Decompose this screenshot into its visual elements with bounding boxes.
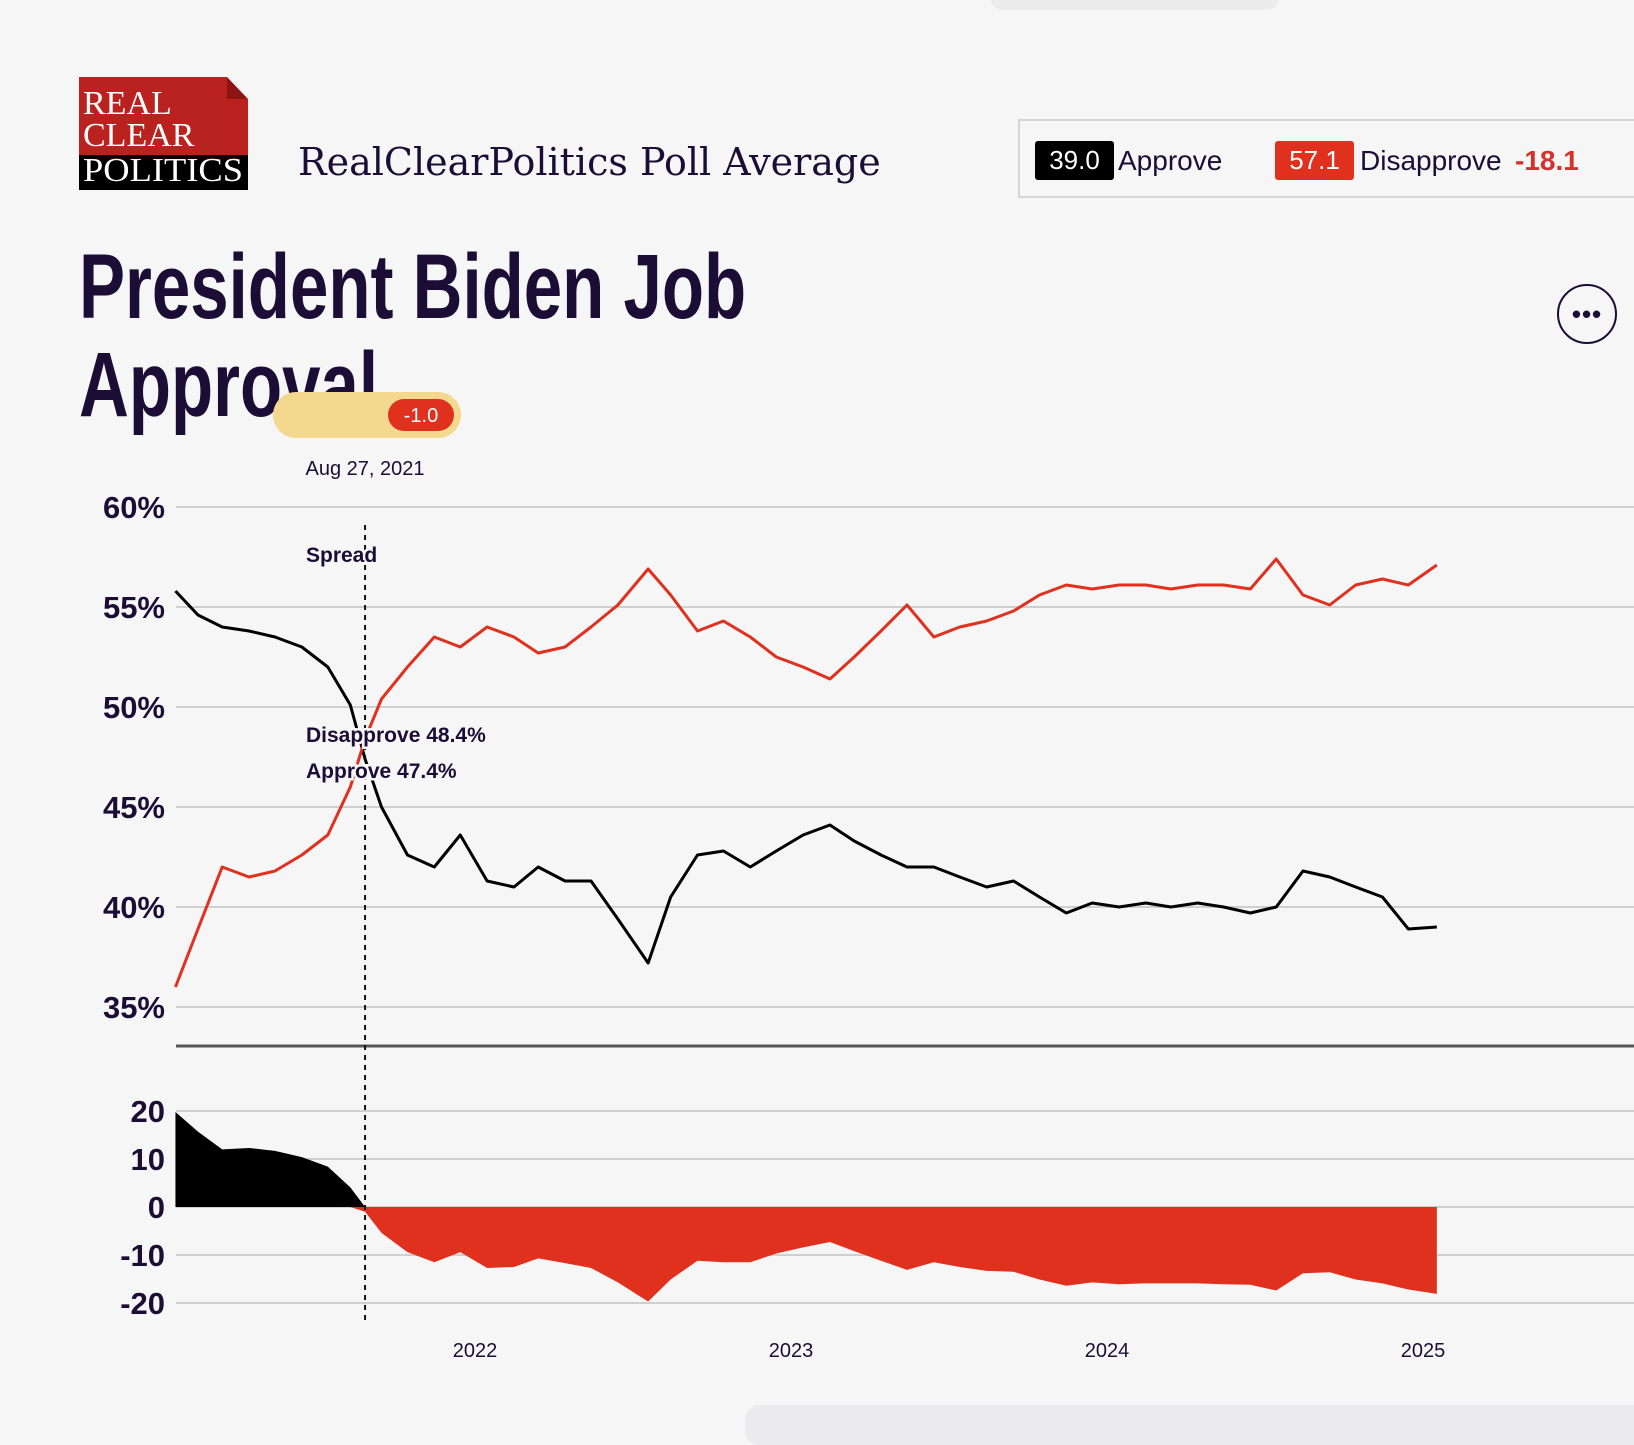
spread-y-tick-label: 20 (131, 1094, 165, 1129)
approve-label: Approve (1118, 145, 1223, 176)
x-tick-label: 2022 (453, 1340, 498, 1362)
y-tick-label: 45% (103, 790, 165, 825)
disapprove-value-badge: 57.1 (1275, 141, 1354, 180)
spread-area-positive (175, 1111, 1437, 1207)
logo-text-real: REAL (83, 85, 172, 122)
x-tick-label: 2023 (769, 1340, 814, 1362)
spread-value: -18.1 (1515, 145, 1579, 176)
ellipsis-icon: ••• (1571, 299, 1603, 329)
spread-badge (388, 399, 454, 431)
logo-text-clear: CLEAR (83, 117, 195, 154)
logo-text-politics: POLITICS (83, 152, 243, 189)
approve-value-badge: 39.0 (1035, 141, 1114, 180)
y-tick-label: 40% (103, 890, 165, 925)
disapprove-annotation: Disapprove 48.4% (306, 724, 486, 747)
spread-area-negative (175, 1207, 1437, 1302)
rcp-logo[interactable]: REAL CLEAR POLITICS (79, 77, 248, 190)
disapprove-line (174, 557, 1438, 988)
spread-y-tick-label: 10 (131, 1142, 165, 1177)
approve-annotation: Approve 47.4% (306, 760, 457, 783)
disapprove-label: Disapprove (1360, 145, 1502, 176)
x-tick-label: 2025 (1401, 1340, 1446, 1362)
tooltip-date: Aug 27, 2021 (306, 458, 425, 480)
spread-y-tick-label: -20 (120, 1286, 165, 1321)
page-subtitle: RealClearPolitics Poll Average (298, 140, 881, 184)
approve-line (174, 589, 1437, 965)
spread-y-tick-label: 0 (148, 1190, 165, 1225)
background-panel-top (990, 0, 1280, 10)
y-tick-label: 35% (103, 990, 165, 1025)
more-options-button[interactable]: ••• (1557, 284, 1617, 344)
summary-box: 39.0 Approve 57.1 Disapprove -18.1 (1018, 119, 1634, 198)
y-tick-label: 50% (103, 690, 165, 725)
spread-y-tick-label: -10 (120, 1238, 165, 1273)
y-tick-label: 60% (103, 490, 165, 525)
spread-badge-value: -1.0 (404, 405, 438, 427)
spread-annotation: Spread (306, 544, 377, 567)
x-tick-label: 2024 (1085, 1340, 1130, 1362)
y-tick-label: 55% (103, 590, 165, 625)
